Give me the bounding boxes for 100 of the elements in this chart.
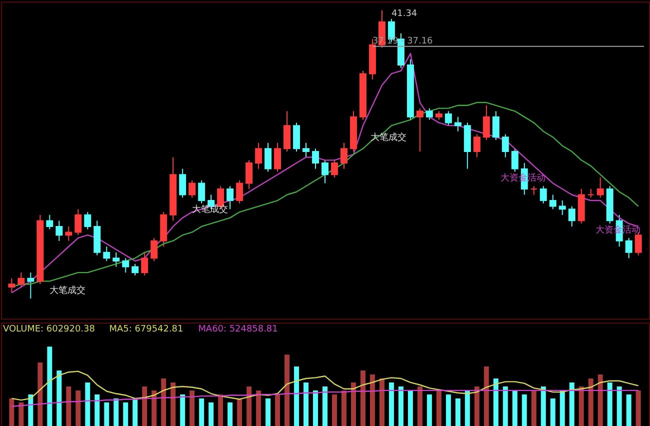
bar [284, 354, 290, 426]
candlestick [596, 176, 604, 198]
bar [76, 390, 81, 426]
bar [85, 382, 90, 426]
candlestick [625, 237, 632, 259]
candlestick [274, 142, 282, 172]
candlestick [255, 142, 262, 170]
bar [569, 382, 574, 426]
candlestick [540, 186, 547, 204]
candlestick [284, 110, 291, 152]
annotation: 大笔成交 [50, 284, 86, 296]
bar [313, 390, 318, 426]
candlestick [511, 148, 518, 172]
candlestick [141, 252, 148, 276]
bar [56, 370, 62, 426]
candlestick [198, 180, 206, 204]
bar [228, 402, 233, 426]
bar [341, 390, 346, 426]
bar [170, 382, 176, 426]
bar [388, 382, 394, 426]
candlestick [8, 278, 16, 294]
candlestick [27, 272, 34, 300]
candlestick [188, 180, 196, 198]
candlestick [587, 188, 594, 198]
annotation: 41.34 [391, 9, 418, 20]
bar [9, 398, 14, 426]
bar [493, 378, 498, 426]
bar [180, 394, 186, 426]
bar [560, 390, 565, 426]
bar [237, 398, 242, 426]
bar [464, 390, 470, 426]
candlestick [568, 206, 576, 227]
bar [502, 386, 508, 426]
bar [379, 378, 384, 426]
bar [370, 374, 375, 426]
candlestick [84, 212, 92, 230]
bar [550, 398, 556, 426]
chart-title: VOLUME: 602920.38 [2, 324, 96, 335]
candlestick [179, 168, 186, 198]
bar [294, 366, 300, 426]
candlestick [312, 148, 319, 170]
bar [66, 386, 72, 426]
candlestick [46, 214, 54, 230]
candlestick [74, 208, 82, 236]
bar [360, 370, 366, 426]
bar [199, 398, 204, 426]
bar [616, 386, 622, 426]
candlestick [549, 194, 556, 210]
bar [446, 394, 451, 426]
bar [28, 394, 34, 426]
bar [132, 398, 138, 426]
candlestick [473, 134, 480, 158]
bar [161, 378, 166, 426]
bar [218, 394, 224, 426]
candlestick [18, 272, 25, 288]
candlestick [502, 134, 509, 158]
candlestick [331, 160, 338, 178]
text: MA5: 679542.81 [109, 324, 184, 335]
bar [114, 398, 119, 426]
text: MA60: 524858.81 [198, 324, 278, 335]
candlestick [322, 160, 328, 184]
candlestick [416, 108, 424, 152]
candlestick [530, 186, 538, 196]
candlestick [103, 246, 110, 262]
bar [398, 386, 404, 426]
bar [531, 390, 536, 426]
bar [598, 374, 603, 426]
candlestick [65, 226, 72, 242]
bar [626, 394, 632, 426]
bar [18, 402, 24, 426]
bar [47, 346, 52, 426]
bar [408, 390, 413, 426]
bar [436, 390, 442, 426]
candlestick [264, 142, 272, 172]
bar [266, 398, 271, 426]
bar [426, 394, 432, 426]
bar [104, 402, 110, 426]
bar [540, 386, 546, 426]
bar [94, 394, 100, 426]
bar [190, 390, 195, 426]
candlestick [492, 110, 500, 140]
bar [588, 378, 594, 426]
candlestick [226, 186, 234, 210]
bar [474, 386, 480, 426]
bar [142, 386, 148, 426]
candlestick [112, 252, 120, 268]
candlestick [293, 122, 300, 152]
bar [208, 402, 214, 426]
bar [275, 394, 280, 426]
candlestick [444, 110, 452, 126]
candlestick [482, 104, 490, 140]
bar [417, 386, 422, 426]
candlestick [454, 116, 462, 132]
candlestick [246, 160, 253, 190]
bar [38, 362, 43, 426]
bar [123, 402, 128, 426]
candlestick [236, 180, 244, 204]
bar [512, 390, 518, 426]
bar [152, 390, 157, 426]
candlestick [132, 263, 139, 276]
